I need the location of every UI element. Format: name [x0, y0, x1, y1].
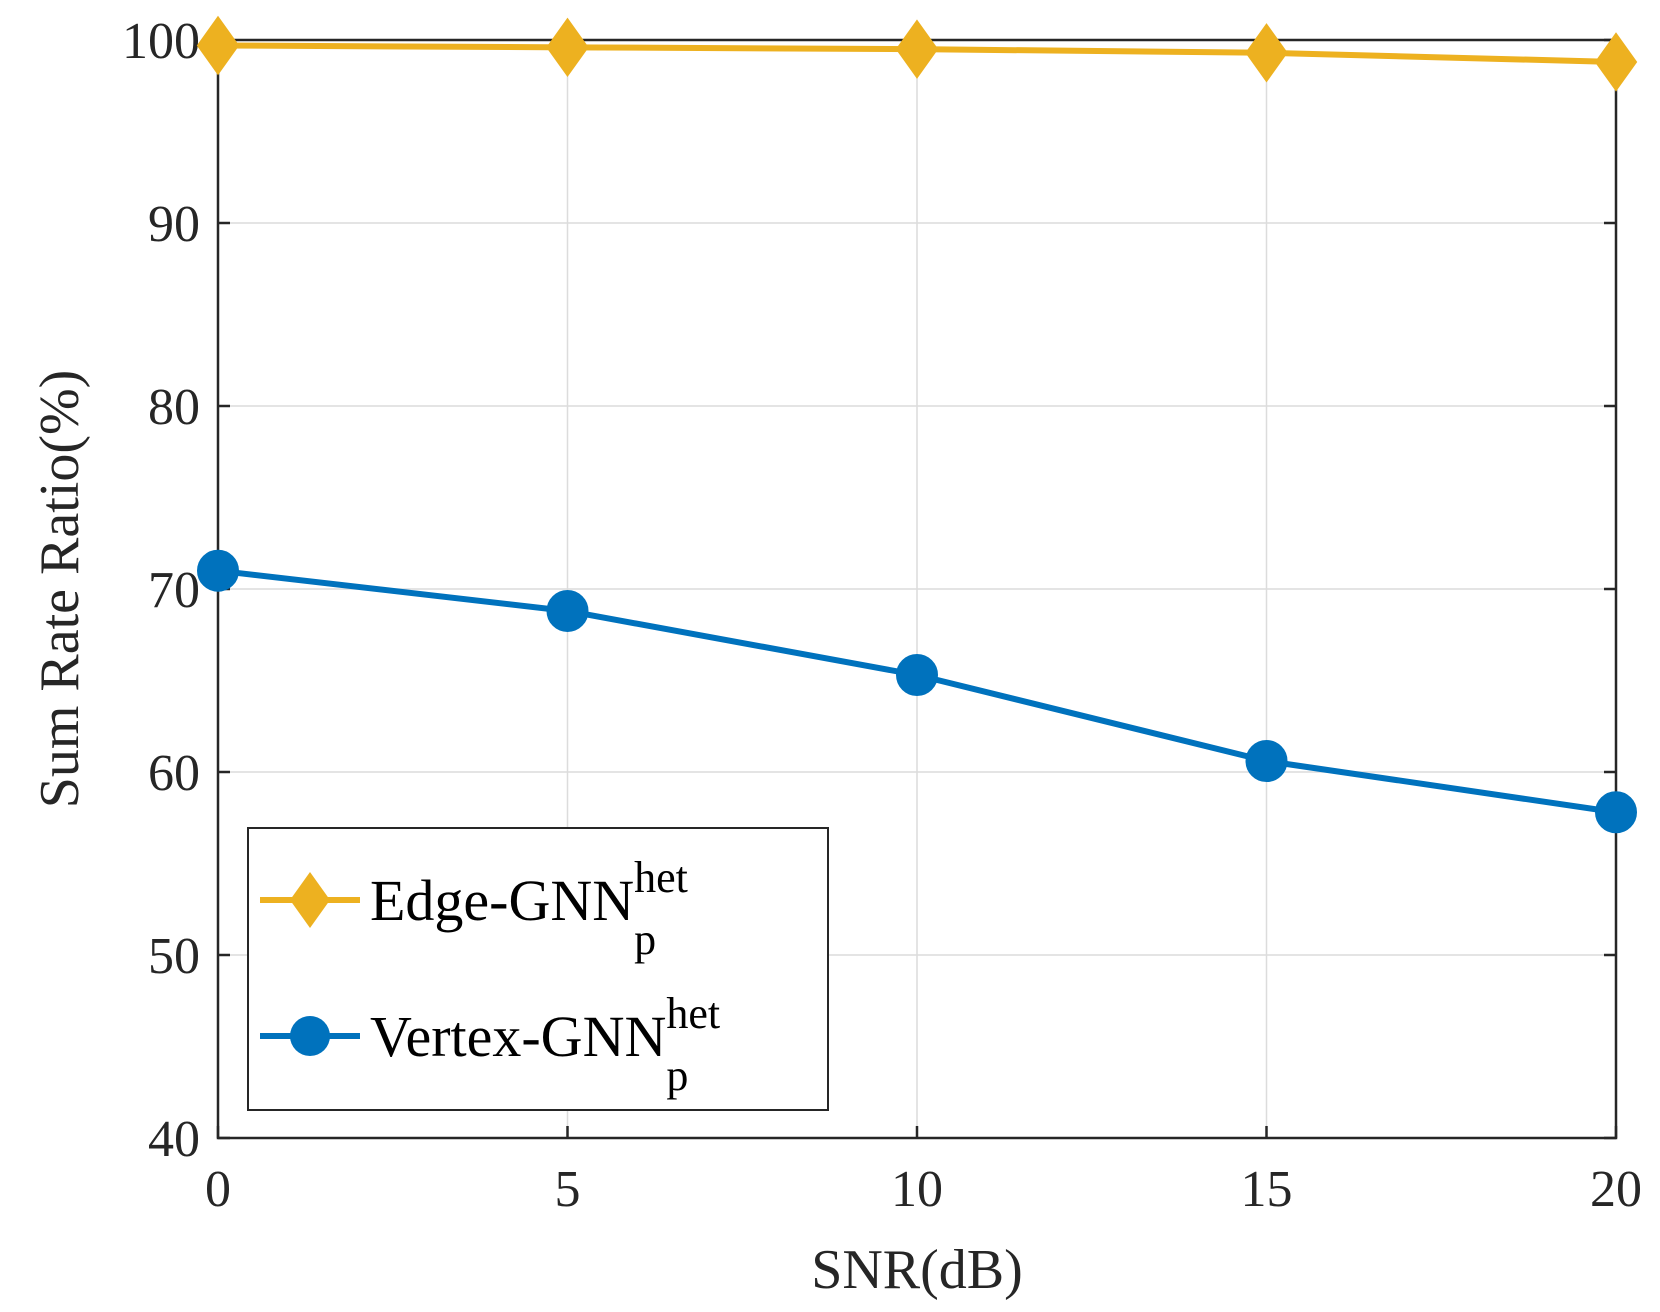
y-tick-label: 70: [148, 562, 200, 619]
x-axis-label: SNR(dB): [811, 1239, 1023, 1301]
legend-superscript-vertex-gnn: het: [666, 989, 720, 1038]
legend-marker-edge-gnn: [290, 872, 330, 928]
series-edge-gnn: [196, 15, 1638, 92]
legend-label-edge-gnn: Edge-GNN: [370, 868, 634, 933]
data-point-vertex-gnn: [546, 589, 589, 632]
y-axis-label: Sum Rate Ratio(%): [29, 370, 91, 809]
legend-marker-vertex-gnn: [290, 1016, 330, 1056]
y-tick-label: 100: [122, 13, 200, 70]
x-tick-label: 5: [555, 1161, 581, 1218]
legend-entry-vertex-gnn: Vertex-GNNhet p: [260, 989, 720, 1100]
x-tick-label: 10: [891, 1161, 943, 1218]
legend-subscript-edge-gnn: p: [634, 915, 656, 964]
y-tick-label: 90: [148, 196, 200, 253]
data-point-edge-gnn: [1594, 32, 1638, 92]
x-tick-label: 15: [1241, 1161, 1293, 1218]
series-vertex-gnn: [197, 549, 1637, 834]
x-tick-label: 0: [205, 1161, 231, 1218]
y-tick-label: 50: [148, 928, 200, 985]
data-point-edge-gnn: [895, 19, 939, 79]
data-point-vertex-gnn: [896, 654, 938, 697]
legend-subscript-vertex-gnn: p: [666, 1051, 688, 1100]
y-tick-label: 40: [148, 1111, 200, 1168]
axis-ticks: 0 5 10 15 20 40 50 60 70 80 90 100: [122, 13, 1642, 1218]
y-tick-label: 80: [148, 379, 200, 436]
data-point-edge-gnn: [546, 17, 589, 78]
legend-superscript-edge-gnn: het: [634, 853, 688, 902]
series-layer: [196, 15, 1638, 834]
x-tick-label: 20: [1590, 1161, 1642, 1218]
y-tick-label: 60: [148, 745, 200, 802]
legend: Edge-GNNhet p Vertex-GNNhet p: [247, 827, 829, 1111]
data-point-edge-gnn: [1245, 23, 1288, 83]
legend-box: [247, 827, 829, 1111]
legend-label-vertex-gnn: Vertex-GNN: [370, 1004, 666, 1069]
data-point-vertex-gnn: [1595, 791, 1637, 834]
data-point-vertex-gnn: [197, 549, 239, 592]
data-point-vertex-gnn: [1245, 740, 1288, 783]
data-point-edge-gnn: [196, 15, 240, 76]
legend-entry-edge-gnn: Edge-GNNhet p: [260, 853, 688, 964]
